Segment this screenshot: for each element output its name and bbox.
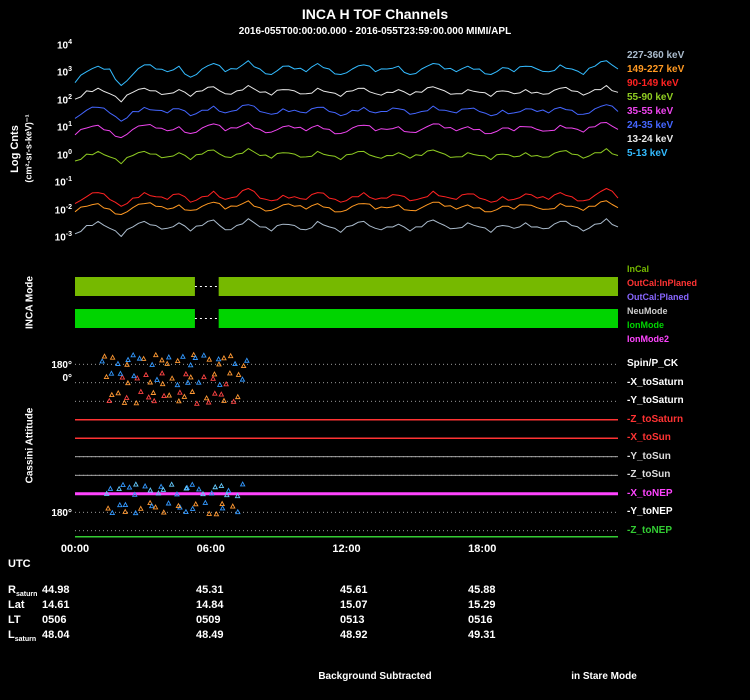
log-axis-tick-label: 100: [56, 148, 72, 162]
table-value: 15.29: [468, 599, 496, 611]
legend-item: -X_toSaturn: [627, 376, 684, 388]
legend-item: 13-24 keV: [627, 134, 674, 145]
table-value: 49.31: [468, 629, 496, 641]
table-value: 48.92: [340, 629, 368, 641]
legend-item: OutCal:Planed: [627, 292, 690, 302]
legend-item: 227-360 keV: [627, 50, 685, 61]
log-axis-tick-label: 101: [56, 121, 72, 134]
y-axis-label-log-cnts: Log Cnts: [9, 125, 21, 173]
log-axis-tick-label: 104: [56, 39, 72, 52]
table-value: 14.84: [196, 599, 224, 611]
legend-item: -X_toSun: [627, 432, 671, 444]
legend-item: 5-13 keV: [627, 148, 668, 159]
log-axis-tick-label: 10-1: [54, 176, 72, 189]
legend-item: IonMode2: [627, 334, 669, 344]
log-axis-tick-label: 10-3: [54, 231, 72, 244]
legend-item: -Z_toSaturn: [627, 413, 684, 425]
legend-item: NeuMode: [627, 306, 668, 316]
inca-mode-legend: InCal OutCal:InPlaned OutCal:Planed NeuMode…: [627, 0, 749, 700]
legend-item: -Y_toNEP: [627, 506, 673, 518]
log-axis-tick-label: 103: [56, 66, 72, 79]
table-value: 15.07: [340, 599, 368, 611]
legend-item: -Z_toNEP: [627, 524, 672, 536]
y-axis-label-cassini-attitude: Cassini Attitude: [24, 407, 36, 484]
table-value: 0506: [42, 614, 67, 626]
table-row-label: LT: [8, 614, 21, 626]
utc-tick-label: 18:00: [468, 543, 497, 555]
background-subtracted-note: Background Subtracted: [318, 671, 432, 682]
utc-axis-label: UTC: [8, 558, 31, 570]
table-value: 0516: [468, 614, 493, 626]
table-value: 45.61: [340, 584, 368, 596]
table-value: 14.61: [42, 599, 70, 611]
utc-tick-label: 12:00: [332, 543, 361, 555]
table-row-label: Lsaturn: [8, 629, 37, 644]
page-title: INCA H TOF Channels: [301, 6, 449, 22]
attitude-axis-tick-label: 180°: [51, 360, 72, 371]
legend-item: -X_toNEP: [627, 487, 673, 499]
attitude-legend: Spin/P_CK -X_toSaturn -Y_toSaturn -Z_toSatu…: [627, 0, 749, 700]
table-value: 48.49: [196, 629, 224, 641]
legend-item: 90-149 keV: [627, 78, 679, 89]
table-value: 45.88: [468, 584, 496, 596]
table-value: 48.04: [42, 629, 70, 641]
time-range-subtitle: 2016-055T00:00:00.000 - 2016-055T23:59:0…: [238, 26, 512, 37]
legend-item: Spin/P_CK: [627, 358, 679, 370]
stare-mode-note: in Stare Mode: [571, 671, 637, 682]
legend-item: -Y_toSun: [627, 450, 671, 462]
attitude-axis-tick-label: 180°: [51, 508, 72, 519]
log-axis-tick-labels: 104 103 102 101 100 10-1 10-2 10-3: [34, 0, 72, 300]
legend-item: -Y_toSaturn: [627, 395, 684, 407]
attitude-axis-tick-label: 0°: [62, 373, 72, 384]
utc-tick-label: 00:00: [60, 543, 90, 555]
log-axis-tick-label: 10-2: [54, 203, 72, 217]
legend-item: InCal: [627, 264, 650, 274]
table-value: 45.31: [196, 584, 224, 596]
legend-item: IonMode: [627, 320, 664, 330]
table-row-label: Lat: [8, 599, 25, 611]
legend-item: -Z_toSun: [627, 469, 671, 481]
utc-tick-label: 06:00: [196, 543, 225, 555]
table-row-label: Rsaturn: [8, 584, 38, 599]
legend-item: OutCal:InPlaned: [627, 278, 698, 288]
energy-channel-legend: 227-360 keV 149-227 keV 90-149 keV 55-90 ke…: [627, 0, 749, 700]
legend-item: 149-227 keV: [627, 64, 685, 75]
attitude-axis-tick-labels: 180° 0° 180°: [40, 0, 72, 560]
table-value: 44.98: [42, 584, 70, 596]
legend-item: 24-35 keV: [627, 120, 674, 131]
table-value: 0509: [196, 614, 221, 626]
legend-item: 35-55 keV: [627, 106, 674, 117]
log-axis-tick-label: 102: [56, 93, 72, 107]
legend-item: 55-90 keV: [627, 92, 674, 103]
table-value: 0513: [340, 614, 365, 626]
